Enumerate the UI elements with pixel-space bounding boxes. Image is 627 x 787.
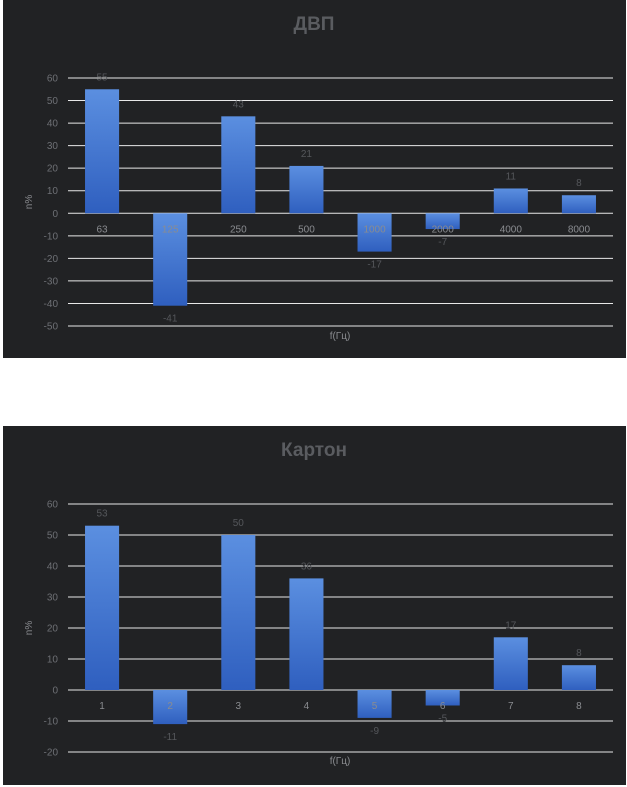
x-tick-label: 6 [440, 701, 446, 712]
bar [153, 690, 188, 725]
x-axis-label: f(Гц) [330, 331, 351, 342]
data-label: -5 [438, 714, 447, 725]
x-tick-label: 5 [372, 701, 378, 712]
data-label: -41 [163, 314, 178, 325]
data-label: 17 [505, 620, 517, 631]
y-tick-label: 40 [47, 119, 59, 130]
bar [357, 213, 392, 252]
chart-dvp: ДВП f(Гц) n% 60 50 40 30 20 10 0 -10 -20 -30 -40 -5… [3, 0, 626, 358]
data-label: 50 [233, 518, 245, 529]
x-axis-label: f(Гц) [330, 756, 351, 767]
y-tick-label: -10 [44, 717, 59, 728]
y-tick-label: 60 [47, 74, 59, 85]
y-tick-label: -50 [44, 322, 59, 333]
data-label: -9 [370, 726, 379, 737]
chart-title: ДВП [294, 14, 335, 35]
chart-karton: Картон f(Гц) n% 60 50 40 30 20 10 0 -10 -20 53 1 -1… [3, 426, 626, 785]
bar [289, 165, 324, 214]
y-tick-label: 10 [47, 655, 59, 666]
y-tick-label: -20 [44, 748, 59, 759]
bar [289, 578, 324, 690]
x-tick-label: 125 [162, 224, 179, 235]
data-label: -11 [163, 732, 177, 743]
x-tick-label: 2 [167, 701, 173, 712]
data-label: 21 [301, 149, 313, 160]
x-tick-label: 7 [508, 701, 514, 712]
x-tick-label: 2000 [432, 224, 455, 235]
y-tick-label: 40 [47, 562, 59, 573]
data-label: 8 [576, 178, 582, 189]
data-label: 53 [97, 509, 109, 520]
bar [221, 116, 256, 214]
bar [425, 690, 460, 706]
bar [153, 213, 188, 306]
data-label: 11 [506, 171, 517, 182]
bar [85, 525, 120, 690]
x-tick-label: 4 [304, 701, 310, 712]
y-tick-label: 50 [47, 531, 59, 542]
bar [221, 535, 256, 690]
data-label: 8 [576, 648, 582, 659]
x-tick-label: 1 [99, 701, 105, 712]
y-tick-label: -40 [44, 299, 59, 310]
bar [493, 188, 528, 214]
y-tick-label: -20 [44, 254, 59, 265]
y-tick-label: 50 [47, 96, 59, 107]
y-tick-label: 0 [52, 209, 58, 220]
data-label: 43 [233, 99, 245, 110]
y-tick-label: 60 [47, 500, 59, 511]
x-tick-label: 3 [236, 701, 242, 712]
bar [561, 665, 596, 690]
x-tick-label: 8 [576, 701, 582, 712]
data-label: -17 [367, 260, 382, 271]
y-axis-label: n% [24, 195, 35, 210]
data-label: 36 [301, 561, 313, 572]
y-axis-label: n% [24, 621, 35, 636]
y-tick-label: 0 [52, 686, 58, 697]
y-tick-label: 20 [47, 164, 59, 175]
y-tick-label: 30 [47, 141, 59, 152]
x-tick-label: 63 [97, 224, 109, 235]
bar [357, 690, 392, 718]
x-tick-label: 4000 [500, 224, 523, 235]
chart-karton-svg: Картон f(Гц) n% 6050403020100-10-20531-1… [24, 440, 613, 767]
chart-title: Картон [281, 440, 347, 461]
data-label: -7 [438, 237, 447, 248]
bar [493, 637, 528, 690]
y-tick-label: -30 [44, 276, 59, 287]
bar [425, 213, 460, 230]
x-tick-label: 1000 [363, 224, 386, 235]
chart-dvp-svg: ДВП f(Гц) n% 60 50 40 30 20 10 0 -10 -20 -30 -40 -5… [24, 14, 613, 342]
y-tick-label: 10 [47, 186, 59, 197]
x-tick-label: 500 [298, 224, 315, 235]
y-tick-label: 30 [47, 593, 59, 604]
y-tick-label: 20 [47, 624, 59, 635]
x-tick-label: 8000 [568, 224, 591, 235]
bar [561, 195, 596, 214]
x-tick-label: 250 [230, 224, 247, 235]
y-tick-label: -10 [44, 231, 59, 242]
bar [85, 89, 120, 214]
data-label: 55 [97, 72, 109, 83]
